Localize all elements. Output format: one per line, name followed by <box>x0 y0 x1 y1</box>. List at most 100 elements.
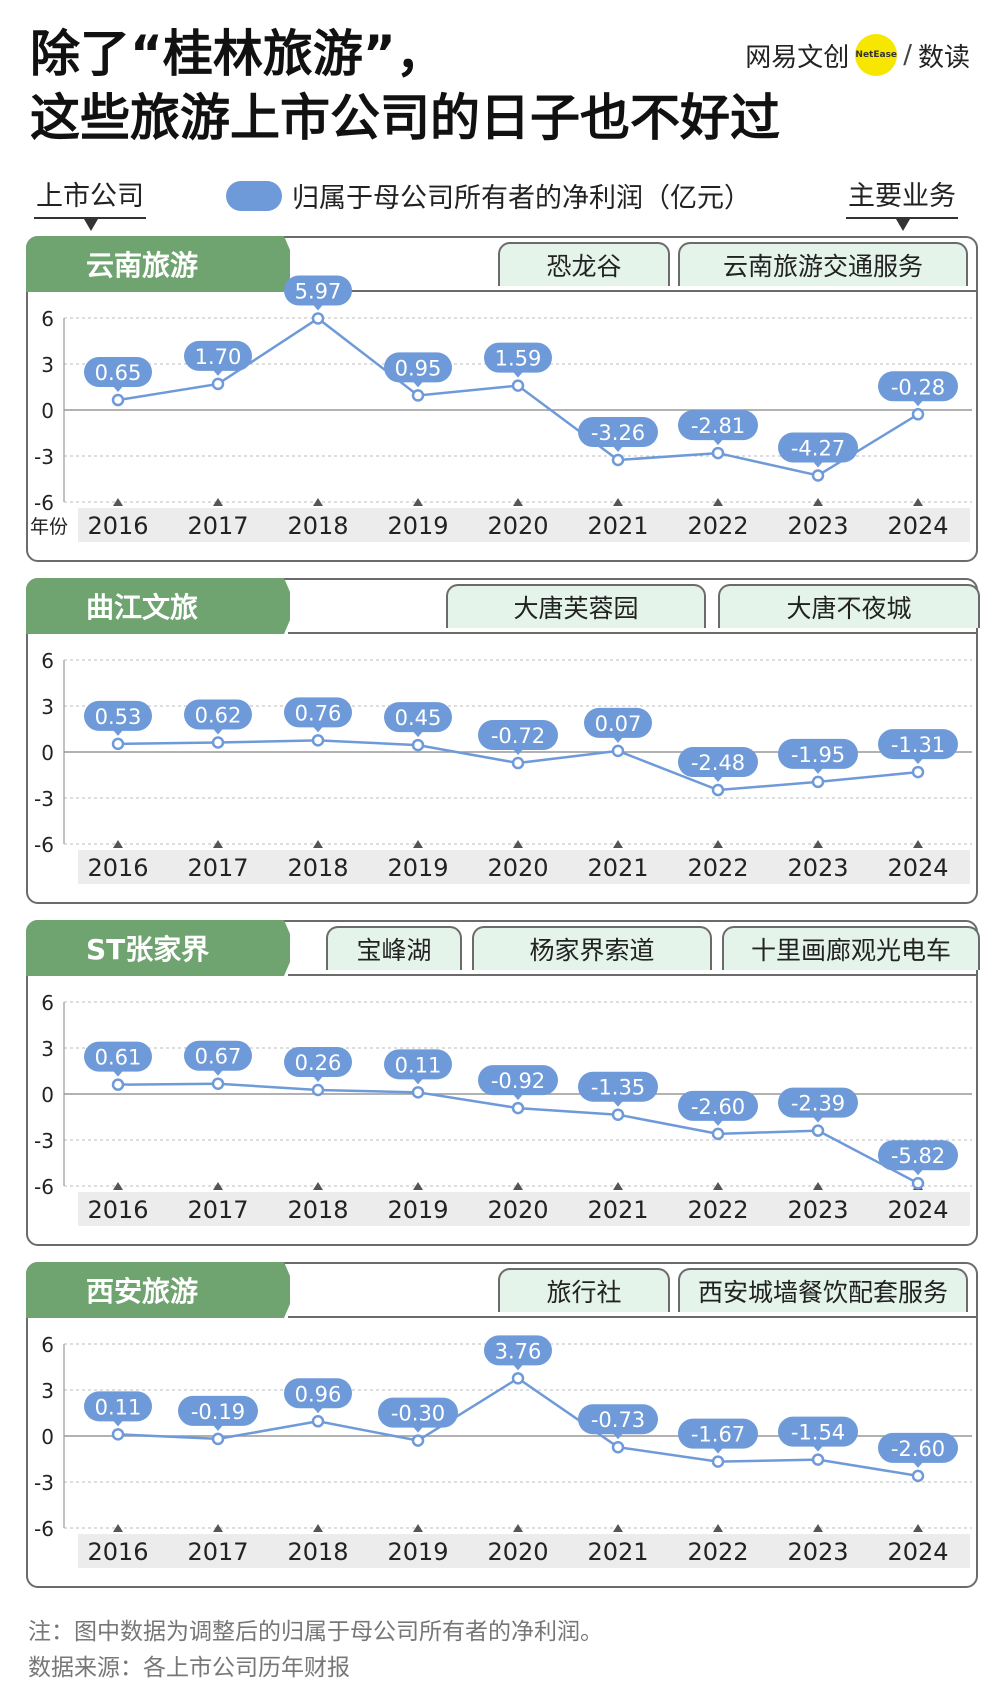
data-label-bubble <box>578 416 658 447</box>
x-tick-label: 2021 <box>587 1196 648 1224</box>
x-tick-mark <box>813 498 823 506</box>
data-label-pointer <box>212 1423 224 1431</box>
data-label-pointer <box>312 1406 324 1414</box>
data-point <box>911 1469 925 1483</box>
data-label: -4.27 <box>778 432 858 468</box>
data-label-pointer <box>112 385 124 393</box>
data-label: 0.07 <box>584 707 652 743</box>
data-label-pointer <box>412 380 424 388</box>
data-label-text: 5.97 <box>295 279 342 303</box>
company-name: 云南旅游 <box>26 236 290 292</box>
data-label-pointer <box>712 1446 724 1454</box>
data-label-bubble <box>84 1041 152 1072</box>
x-tick-label: 2019 <box>387 854 448 882</box>
x-tick-label: 2017 <box>187 1196 248 1224</box>
x-tick-mark <box>313 840 323 848</box>
data-label: 0.95 <box>384 352 452 388</box>
data-label-bubble <box>284 275 352 306</box>
pointer-down-icon <box>84 219 98 231</box>
data-label-pointer <box>512 1363 524 1371</box>
data-label: 0.26 <box>284 1047 352 1083</box>
x-tick-mark <box>513 1182 523 1190</box>
data-label-pointer <box>712 1118 724 1126</box>
data-point <box>811 1453 825 1466</box>
data-label: -0.30 <box>378 1397 458 1433</box>
x-tick-label: 2016 <box>87 512 148 540</box>
data-label-text: -0.92 <box>491 1069 545 1093</box>
page-title: 除了“桂林旅游”， 这些旅游上市公司的日子也不好过 <box>30 22 780 150</box>
chart-panel: 西安旅游 旅行社 西安城墙餐饮配套服务 6 3 0 -3 -6 2016 2017 2018 2019… <box>26 1262 978 1588</box>
data-label: 0.96 <box>284 1378 352 1414</box>
data-label-bubble <box>384 1049 452 1080</box>
data-label-pointer <box>312 1075 324 1083</box>
x-tick-label: 2017 <box>187 512 248 540</box>
data-point <box>411 389 425 402</box>
data-label: 0.65 <box>84 357 152 393</box>
data-label-pointer <box>712 775 724 783</box>
x-axis-band <box>78 1534 970 1568</box>
data-label-bubble <box>184 340 252 371</box>
data-point <box>411 738 425 752</box>
data-label: -2.60 <box>678 1090 758 1126</box>
data-label: 0.11 <box>384 1049 452 1085</box>
x-tick-label: 2017 <box>187 1538 248 1566</box>
x-tick-label: 2023 <box>787 512 848 540</box>
data-point <box>711 446 725 460</box>
x-tick-mark <box>913 498 923 506</box>
data-label: 0.76 <box>284 697 352 733</box>
business-tag: 旅行社 <box>498 1268 670 1312</box>
x-tick-mark <box>613 1182 623 1190</box>
x-tick-mark <box>713 840 723 848</box>
data-label-pointer <box>212 1068 224 1076</box>
data-label-pointer <box>112 1419 124 1427</box>
data-point <box>111 737 125 751</box>
y-tick-label: -3 <box>34 1471 54 1495</box>
x-tick-mark <box>413 498 423 506</box>
x-tick-label: 2023 <box>787 854 848 882</box>
data-label: 0.45 <box>384 702 452 738</box>
data-label-bubble <box>578 1071 658 1102</box>
data-label-pointer <box>712 438 724 446</box>
data-label-bubble <box>878 1432 958 1463</box>
data-label-text: -1.95 <box>791 743 845 767</box>
data-label-text: -0.73 <box>591 1408 645 1432</box>
data-point <box>611 1440 625 1454</box>
data-label-bubble <box>284 697 352 728</box>
data-label-bubble <box>778 432 858 463</box>
data-label-text: -1.35 <box>591 1076 645 1100</box>
data-label-text: -5.82 <box>891 1144 945 1168</box>
data-label-text: -2.81 <box>691 414 745 438</box>
data-label-text: 0.76 <box>295 701 342 725</box>
data-point <box>211 736 225 749</box>
x-tick-mark <box>913 1524 923 1532</box>
data-label: 1.70 <box>184 340 252 376</box>
data-label-bubble <box>284 1047 352 1078</box>
data-label-text: 0.95 <box>395 356 442 380</box>
data-label-pointer <box>512 1093 524 1101</box>
brand-name: 网易文创 <box>745 42 850 73</box>
data-point <box>211 1432 225 1446</box>
business-tag: 宝峰湖 <box>326 926 462 970</box>
data-source: 数据来源：各上市公司历年财报 <box>28 1655 350 1681</box>
data-label: -3.26 <box>578 416 658 452</box>
data-label-pointer <box>912 399 924 407</box>
x-tick-mark <box>413 1524 423 1532</box>
x-tick-label: 2022 <box>687 1196 748 1224</box>
x-tick-mark <box>513 840 523 848</box>
x-tick-mark <box>513 1524 523 1532</box>
brand-sub: 数读 <box>917 42 970 73</box>
data-label-bubble <box>184 699 252 730</box>
data-label-bubble <box>178 1395 258 1426</box>
x-tick-mark <box>813 1524 823 1532</box>
x-tick-label: 2022 <box>687 1538 748 1566</box>
data-label-bubble <box>878 729 958 760</box>
data-label: -1.35 <box>578 1071 658 1107</box>
y-tick-label: -3 <box>34 1129 54 1153</box>
data-label-pointer <box>912 1168 924 1176</box>
data-label-bubble <box>384 702 452 733</box>
data-label-pointer <box>212 368 224 376</box>
x-tick-mark <box>713 1182 723 1190</box>
y-tick-label: 3 <box>41 1037 54 1061</box>
x-tick-label: 2021 <box>587 854 648 882</box>
y-tick-label: -6 <box>34 491 54 515</box>
